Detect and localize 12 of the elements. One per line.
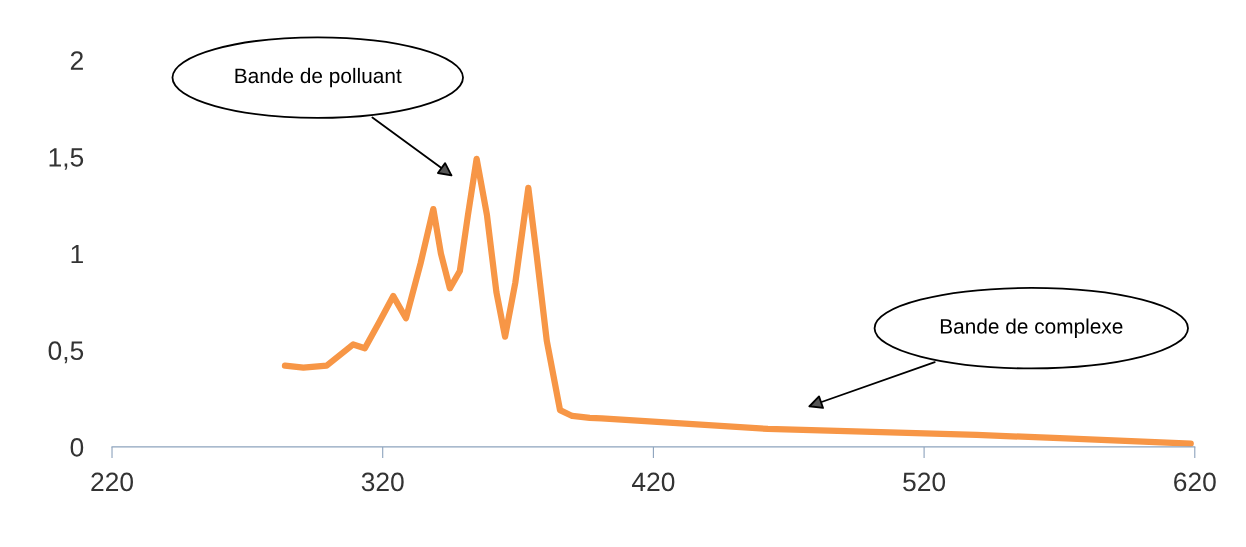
x-tick-label: 620 [1174,472,1216,492]
x-tick-label: 520 [903,472,946,492]
y-tick-label: 1 [71,244,83,264]
annotation: Bande de complexe [940,318,1123,338]
y-tick-label: 2 [70,51,83,70]
x-tick-label: 320 [361,472,404,492]
x-tick-label: 420 [632,472,675,492]
annotation: Bande de polluant [235,67,402,88]
y-tick-label: 1,5 [49,148,84,170]
y-tick-label: 0 [70,438,84,457]
y-tick-label: 0,5 [48,341,84,364]
x-tick-label: 220 [91,472,133,492]
